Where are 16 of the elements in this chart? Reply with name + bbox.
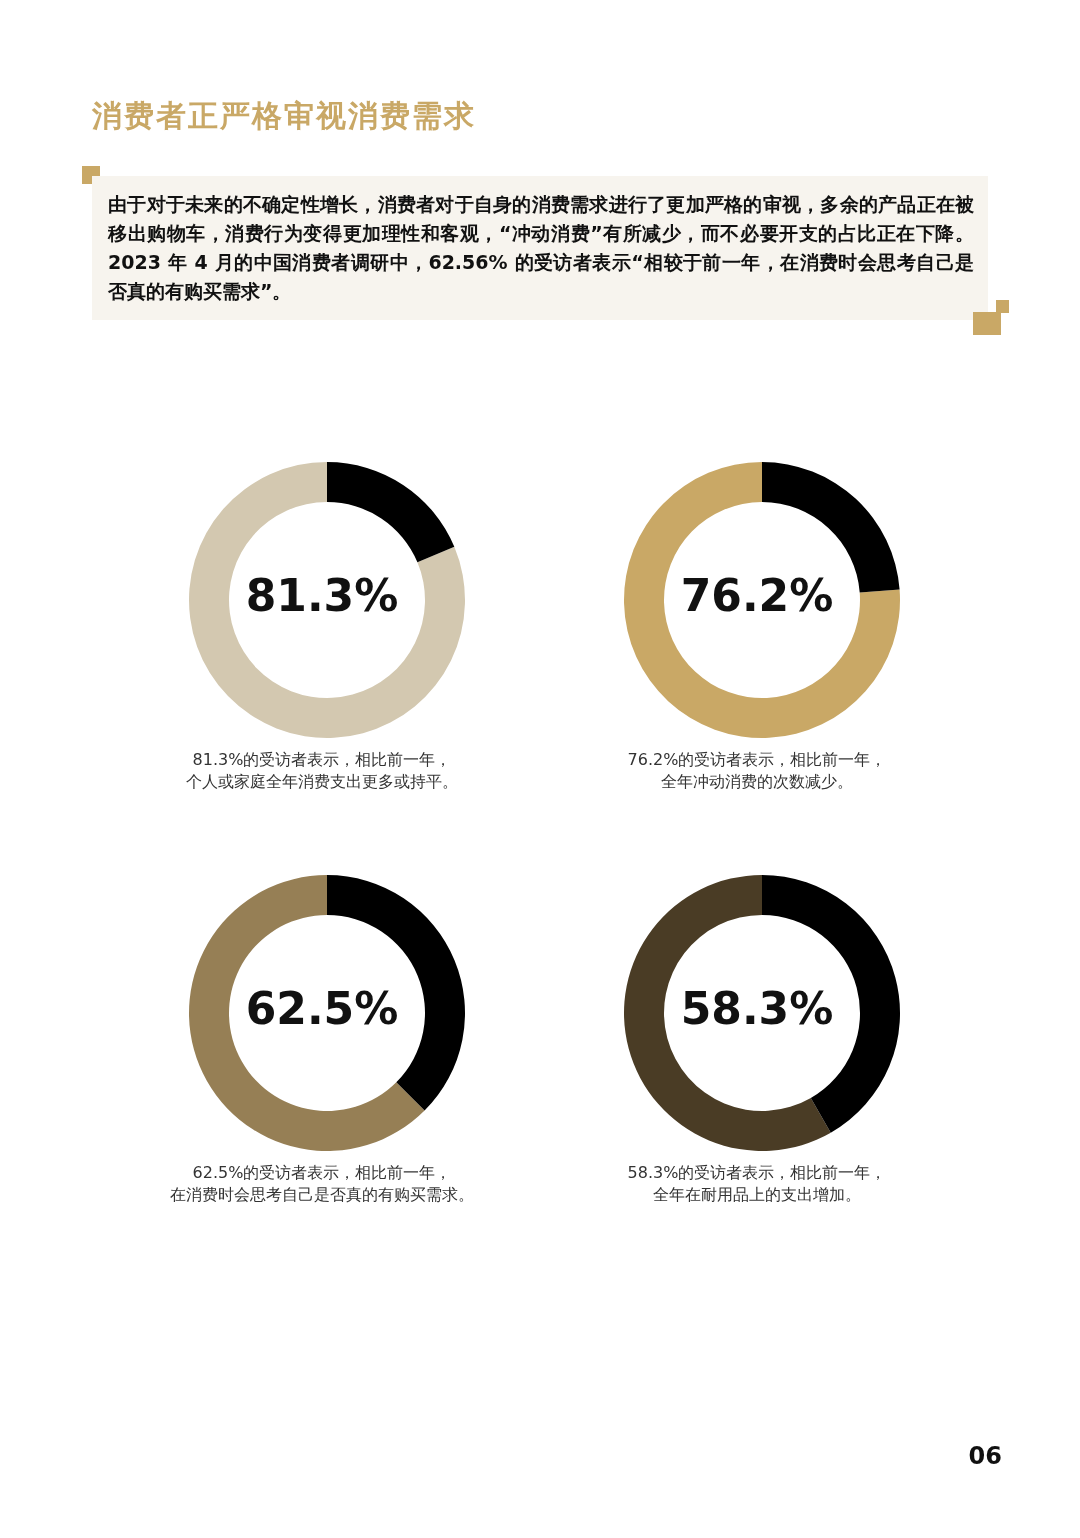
text: 由于对于未来的不确定性增长，消费者对于自身的消费需求进行了更加严格的审视，多余的产品正在被移出购物车，消费行为变得更加理性和客观，“冲动消费”有所减少，而不必要开支的占比正在下降。2023 年 4 月的中国消费者调研中，62.56% 的受访者表示“相较于前一年，在消费时会思考自己是否真的有购买需求”。 bbox=[92, 176, 988, 320]
text: 62.5%的受访者表示，相比前一年，在消费时会思考自己是否真的有购买需求。 bbox=[169, 1162, 475, 1206]
donut-slice bbox=[189, 462, 465, 738]
donut-slice bbox=[327, 462, 455, 563]
donut-slice bbox=[624, 875, 831, 1151]
text: 58.3%的受访者表示，相比前一年，全年在耐用品上的支出增加。 bbox=[626, 1162, 888, 1206]
text: 81.3%的受访者表示，相比前一年，个人或家庭全年消费支出更多或持平。 bbox=[185, 749, 459, 793]
data-label: 76.2% bbox=[680, 569, 834, 621]
data-label: 81.3% bbox=[245, 569, 399, 621]
text: 消费者正严格审视消费需求 bbox=[92, 97, 476, 135]
text: 06 bbox=[968, 1442, 1002, 1470]
donut-slice bbox=[624, 462, 900, 738]
data-label: 58.3% bbox=[680, 982, 834, 1034]
donut-slice bbox=[189, 875, 425, 1151]
data-label: 62.5% bbox=[245, 982, 399, 1034]
text: 76.2%的受访者表示，相比前一年，全年冲动消费的次数减少。 bbox=[626, 749, 888, 793]
